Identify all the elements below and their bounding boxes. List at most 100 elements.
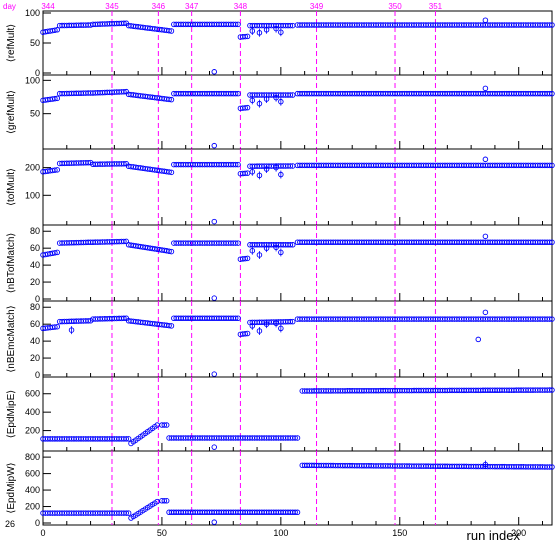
data-point [163,422,170,428]
data-point [244,104,251,111]
y-tick-label: 400 [25,485,40,495]
data-point [54,167,61,173]
data-point [166,322,172,329]
y-tick-label: 600 [25,389,40,399]
y-tick-label: 20 [30,353,40,363]
day-prefix-label: day [3,2,16,11]
y-tick-label: 0 [35,68,40,78]
x-tick-label: 100 [273,528,288,538]
data-point [121,161,127,167]
data-point [289,242,296,248]
data-point [242,33,248,40]
data-point [287,318,294,325]
day-label: 346 [152,2,166,11]
x-axis-title: run index [467,528,521,542]
y-tick-label: 600 [25,469,40,479]
y-tick-label: 100 [25,75,40,85]
corner-label: 26 [5,519,15,529]
data-point [125,436,132,442]
data-point [294,435,301,441]
data-point [235,161,241,168]
y-tick-label: 0 [35,294,40,304]
day-label: 345 [105,2,119,11]
outlier-point [482,156,489,163]
data-point [546,162,553,169]
outlier-point [482,17,489,23]
data-point [242,331,248,337]
panel-frame [42,148,553,226]
y-tick-label: 80 [30,302,40,312]
data-point [549,464,555,470]
data-point [168,96,175,103]
data-point [289,318,296,325]
y-tick-label: 100 [25,8,40,18]
y-tick-label: 60 [30,319,40,329]
data-point [549,162,555,169]
data-point [232,90,239,97]
data-point [125,510,132,516]
outlier-point [482,85,489,92]
day-label: 350 [388,2,402,11]
data-point [123,510,129,516]
data-point [121,20,127,27]
data-point [235,240,241,246]
data-point [52,324,58,330]
y-tick-label: 200 [25,163,40,173]
data-point [244,330,251,337]
data-point [85,159,91,166]
data-point [244,255,251,262]
outlier-point [482,309,489,316]
data-point [244,33,251,40]
panel-frame [42,10,553,76]
data-point [166,27,172,34]
data-point [168,248,175,255]
data-point [235,21,241,28]
data-point [52,250,58,256]
y-tick-label: 100 [25,190,40,200]
data-point [287,92,294,98]
outlier-point [211,295,218,301]
outlier-point [211,371,218,377]
outlier-point [211,444,218,450]
data-point [121,238,127,245]
data-point [292,435,298,441]
data-point [546,316,553,322]
data-point [549,387,555,393]
data-point [235,90,241,97]
outlier-point [211,142,218,149]
day-label: 348 [234,2,248,11]
data-point [549,316,555,322]
y-tick-label: 200 [25,426,40,436]
data-point [166,248,172,254]
y-axis-label: ⟨nBTofMatch⟩ [6,233,17,294]
data-point [168,169,175,176]
x-tick-label: 150 [392,528,407,538]
data-point [232,315,239,321]
day-label: 347 [185,2,199,11]
panel-frame [42,74,553,150]
data-point [52,27,58,33]
data-point [292,509,298,516]
y-tick-label: 200 [25,502,40,512]
data-point [546,90,553,97]
data-point [242,170,248,177]
y-axis-label: ⟨tofMult⟩ [6,168,17,206]
data-point [54,249,61,256]
data-point [166,169,172,175]
data-point [54,323,61,330]
data-point [52,95,58,102]
y-tick-label: 40 [30,336,40,346]
x-tick-label: 200 [511,528,526,538]
y-tick-label: 80 [30,226,40,236]
data-point [121,315,127,322]
data-point [287,163,294,169]
data-point [235,315,241,321]
outlier-point [482,233,489,240]
day-label: 349 [310,2,324,11]
data-point [232,161,239,168]
y-tick-label: 40 [30,260,40,270]
data-point [546,239,553,245]
data-point [168,323,175,329]
y-axis-label: ⟨EpdMipW⟩ [6,462,17,513]
y-axis-label: ⟨nBEmcMatch⟩ [6,305,17,372]
